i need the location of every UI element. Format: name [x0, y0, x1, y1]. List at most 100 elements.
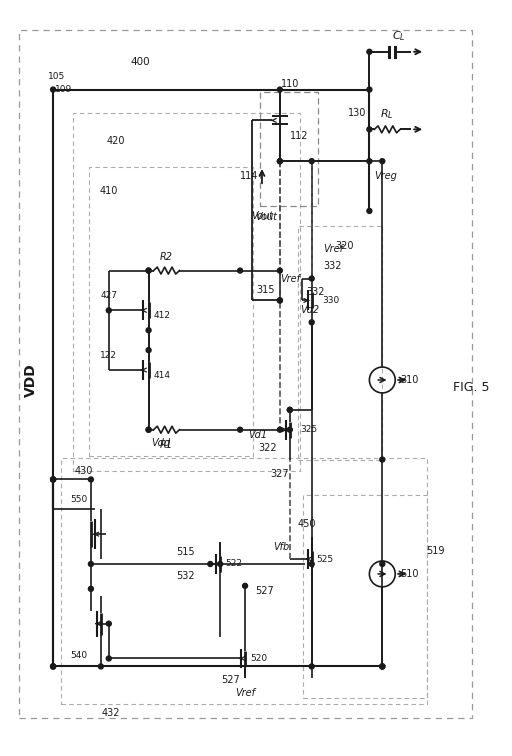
- Circle shape: [146, 427, 151, 432]
- Circle shape: [51, 477, 56, 482]
- Text: 432: 432: [101, 708, 120, 718]
- Text: 320: 320: [335, 240, 354, 251]
- Circle shape: [218, 562, 223, 566]
- Text: 532: 532: [176, 571, 195, 581]
- Text: 327: 327: [270, 469, 289, 479]
- Text: Vfb: Vfb: [274, 542, 290, 552]
- Text: 310: 310: [400, 375, 419, 385]
- Circle shape: [287, 407, 292, 412]
- Text: 332: 332: [307, 287, 325, 297]
- Text: 105: 105: [48, 72, 65, 81]
- Circle shape: [98, 664, 103, 669]
- Circle shape: [278, 159, 282, 163]
- Text: R1: R1: [160, 440, 173, 450]
- Bar: [303, 495, 427, 699]
- Text: Vout: Vout: [251, 211, 273, 221]
- Text: 412: 412: [154, 311, 170, 320]
- Text: Vout: Vout: [255, 212, 277, 222]
- Circle shape: [287, 407, 292, 412]
- Text: 430: 430: [75, 466, 93, 476]
- Text: 332: 332: [324, 261, 342, 271]
- Text: 540: 540: [71, 651, 88, 660]
- Text: Vref: Vref: [280, 274, 300, 284]
- Text: 414: 414: [154, 370, 170, 380]
- Circle shape: [278, 268, 282, 273]
- Bar: [61, 457, 427, 705]
- Circle shape: [278, 427, 282, 432]
- Circle shape: [309, 320, 314, 325]
- Bar: [73, 113, 300, 472]
- Circle shape: [309, 276, 314, 281]
- Text: 325: 325: [301, 425, 318, 434]
- Text: 410: 410: [100, 186, 118, 196]
- Circle shape: [309, 562, 314, 566]
- Circle shape: [51, 664, 56, 669]
- Circle shape: [51, 477, 56, 482]
- Circle shape: [380, 159, 385, 163]
- Text: 522: 522: [225, 559, 242, 569]
- Text: 315: 315: [257, 286, 275, 296]
- Text: 114: 114: [240, 171, 258, 181]
- Text: 520: 520: [250, 654, 267, 663]
- Circle shape: [51, 477, 56, 482]
- Circle shape: [106, 656, 111, 661]
- Circle shape: [278, 298, 282, 303]
- Circle shape: [367, 127, 372, 132]
- Circle shape: [380, 664, 385, 669]
- Circle shape: [380, 457, 385, 462]
- Circle shape: [51, 664, 56, 669]
- Circle shape: [146, 328, 151, 333]
- Text: Vd2: Vd2: [300, 305, 319, 315]
- Text: 525: 525: [316, 554, 334, 563]
- Circle shape: [106, 621, 111, 626]
- Circle shape: [367, 49, 372, 54]
- Circle shape: [146, 268, 151, 273]
- Text: 527: 527: [255, 586, 274, 596]
- Circle shape: [309, 664, 314, 669]
- Circle shape: [89, 562, 93, 566]
- Text: 550: 550: [70, 495, 88, 503]
- Circle shape: [367, 159, 372, 163]
- Text: 420: 420: [106, 136, 125, 147]
- Circle shape: [106, 308, 111, 313]
- Text: 130: 130: [348, 108, 367, 119]
- Bar: [89, 167, 253, 456]
- Text: Vref: Vref: [235, 688, 255, 699]
- Text: 527: 527: [221, 675, 240, 686]
- Circle shape: [278, 159, 282, 163]
- Text: 515: 515: [176, 547, 195, 557]
- Circle shape: [287, 427, 292, 432]
- Circle shape: [278, 298, 282, 303]
- Text: R2: R2: [160, 252, 173, 262]
- Circle shape: [146, 268, 151, 273]
- Circle shape: [380, 664, 385, 669]
- Circle shape: [89, 477, 93, 482]
- Text: $C_L$: $C_L$: [392, 29, 406, 43]
- Circle shape: [208, 562, 213, 566]
- Text: VDD: VDD: [24, 363, 38, 397]
- Text: Vdd: Vdd: [152, 438, 170, 448]
- Text: 109: 109: [55, 85, 73, 94]
- Bar: [298, 226, 382, 460]
- Text: Vd1: Vd1: [248, 429, 267, 440]
- Circle shape: [89, 587, 93, 591]
- Circle shape: [51, 87, 56, 92]
- Circle shape: [367, 209, 372, 213]
- Text: 427: 427: [100, 291, 117, 300]
- Circle shape: [367, 87, 372, 92]
- Circle shape: [380, 562, 385, 566]
- Circle shape: [238, 268, 243, 273]
- Text: 110: 110: [281, 79, 299, 88]
- Circle shape: [146, 348, 151, 352]
- Text: 450: 450: [297, 519, 316, 529]
- Text: 519: 519: [426, 546, 444, 556]
- Circle shape: [146, 427, 151, 432]
- Text: FIG. 5: FIG. 5: [453, 382, 489, 395]
- Circle shape: [51, 664, 56, 669]
- Circle shape: [238, 427, 243, 432]
- Text: 322: 322: [258, 442, 277, 453]
- Text: $R_L$: $R_L$: [380, 107, 394, 121]
- Text: 112: 112: [290, 132, 308, 141]
- Text: Vref: Vref: [324, 243, 344, 254]
- Circle shape: [309, 159, 314, 163]
